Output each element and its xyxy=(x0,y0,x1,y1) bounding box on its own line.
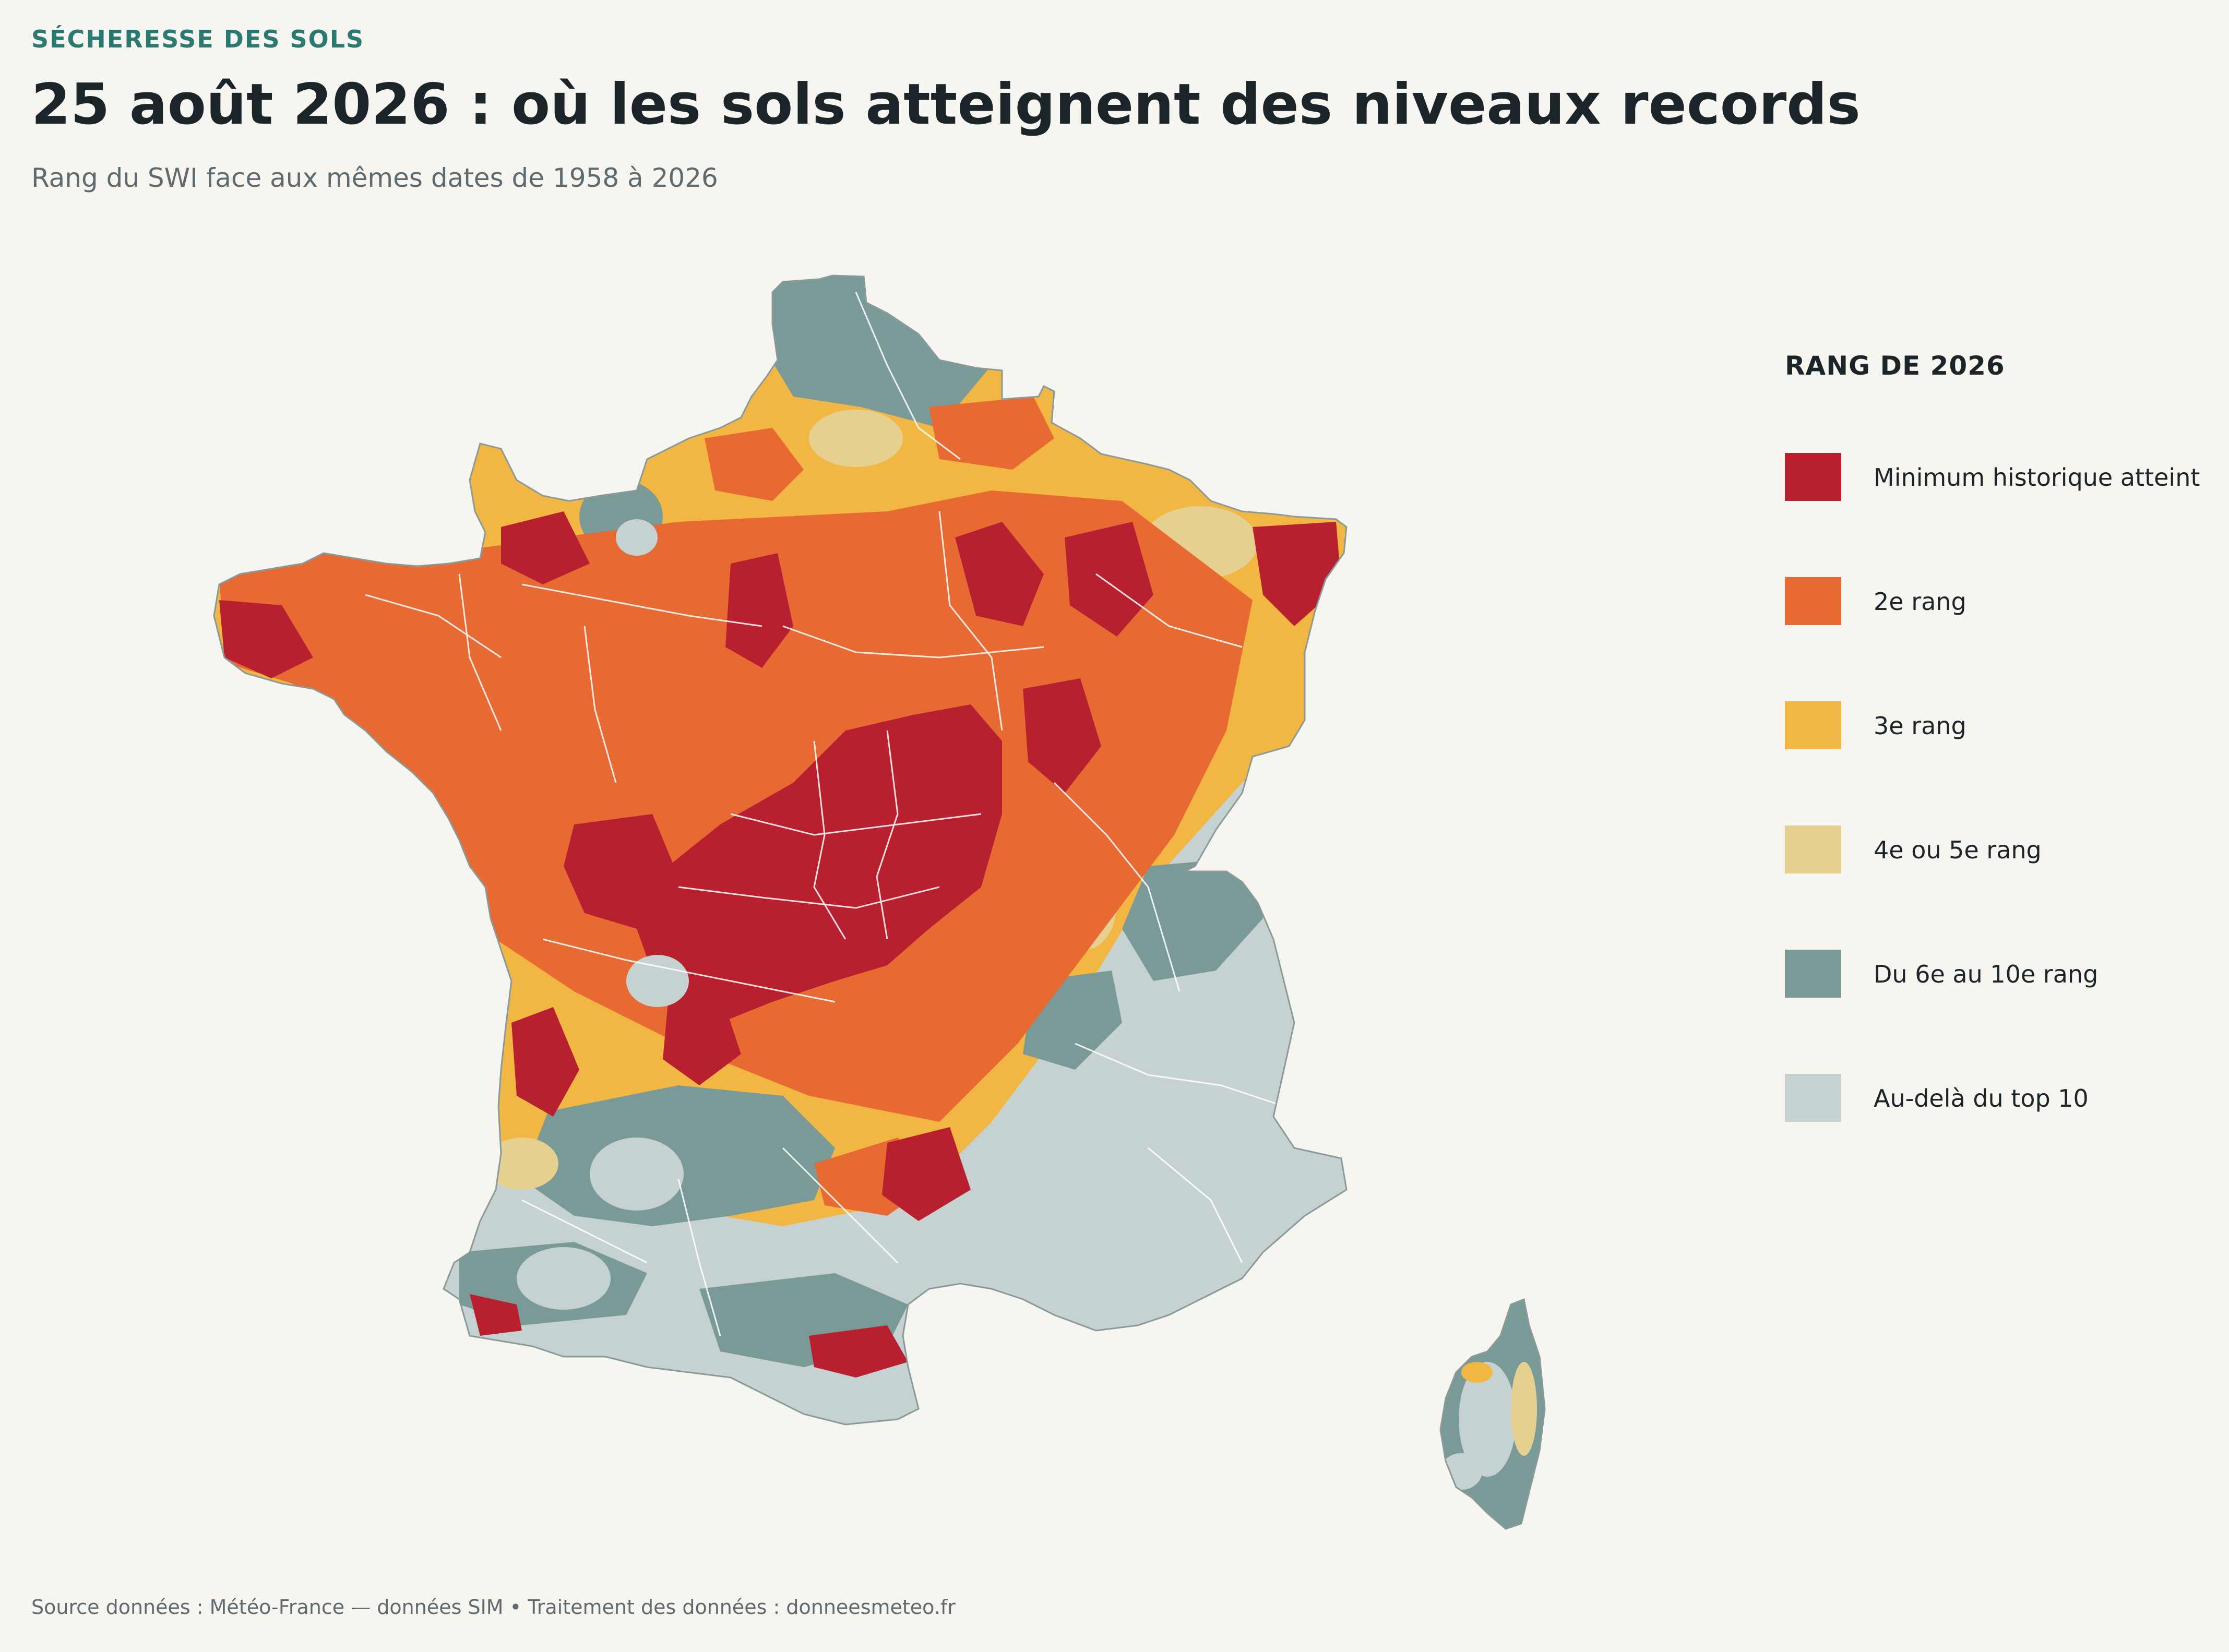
legend-swatch xyxy=(1785,701,1841,749)
legend-swatch xyxy=(1785,453,1841,501)
legend-label: 3e rang xyxy=(1874,712,1966,740)
legend-swatch xyxy=(1785,1074,1841,1122)
legend-label: 4e ou 5e rang xyxy=(1874,836,2042,864)
legend-label: Au-delà du top 10 xyxy=(1874,1084,2089,1112)
page-title: 25 août 2026 : où les sols atteignent de… xyxy=(31,72,1861,137)
legend-swatch xyxy=(1785,825,1841,873)
legend-swatch xyxy=(1785,950,1841,998)
kicker: SÉCHERESSE DES SOLS xyxy=(31,25,365,53)
legend-title: RANG DE 2026 xyxy=(1785,351,2005,381)
source-footer: Source données : Météo-France — données … xyxy=(31,1596,956,1619)
legend-swatch xyxy=(1785,577,1841,625)
legend-label: 2e rang xyxy=(1874,588,1966,616)
legend-label: Minimum historique atteint xyxy=(1874,463,2200,492)
legend-label: Du 6e au 10e rang xyxy=(1874,960,2099,988)
subtitle: Rang du SWI face aux mêmes dates de 1958… xyxy=(31,163,718,193)
